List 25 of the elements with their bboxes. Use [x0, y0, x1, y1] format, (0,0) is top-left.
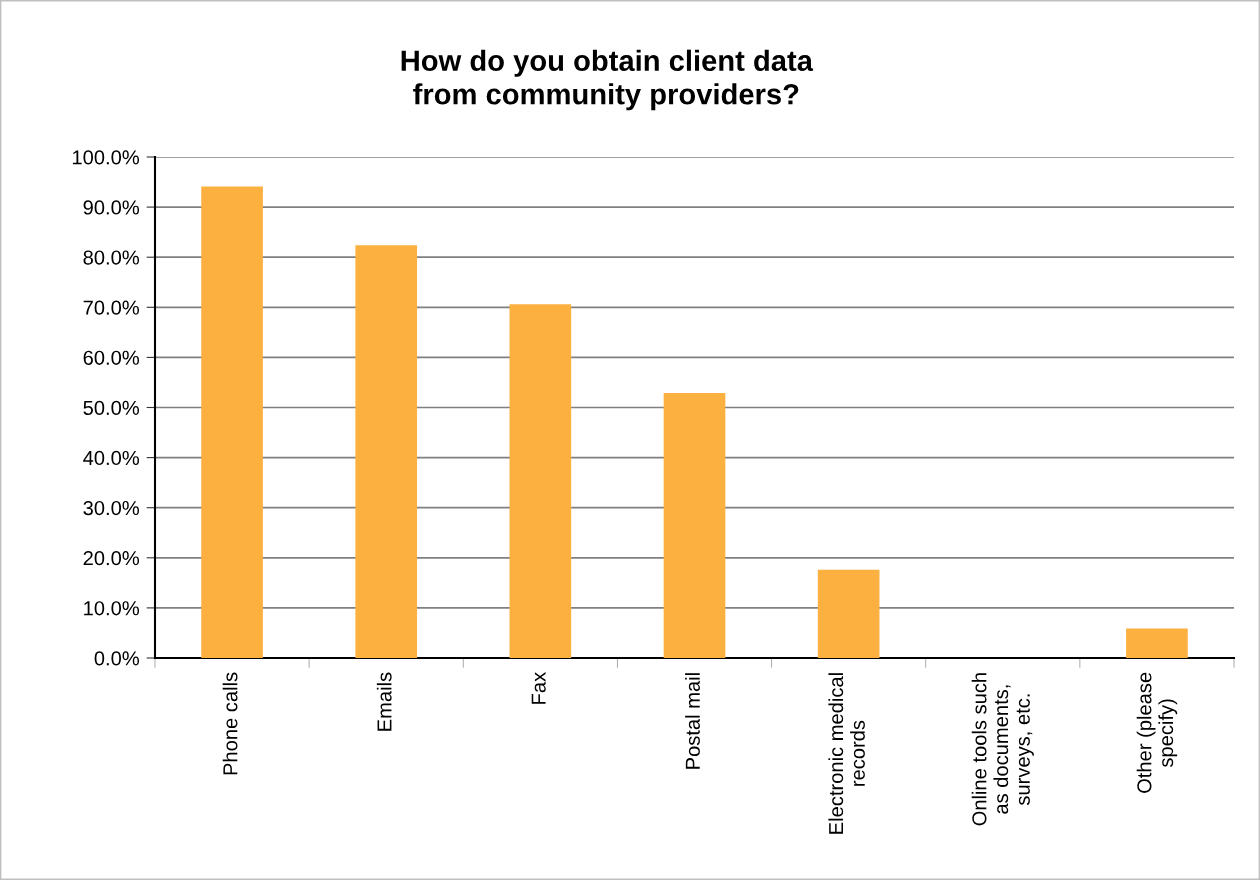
x-tick-label: Electronic medical records [828, 673, 865, 834]
y-tick-label: 80.0% [83, 250, 140, 265]
y-tick-label: 40.0% [83, 450, 140, 466]
bar [1126, 628, 1188, 658]
y-tick-label: 0.0% [94, 651, 140, 666]
bar [509, 304, 572, 658]
y-tick-label: 10.0% [84, 601, 140, 616]
bar [355, 245, 418, 658]
chart-title: How do you obtain client data from community providers? [401, 49, 814, 111]
x-tick-label: Other (please specify) [1136, 672, 1178, 793]
y-tick-label: 100.0% [72, 150, 140, 165]
bar [817, 569, 880, 658]
y-tick-label: 20.0% [83, 551, 140, 566]
x-tick-label: Fax [531, 672, 546, 704]
y-tick-label: 30.0% [83, 500, 140, 516]
y-tick-label: 50.0% [83, 400, 140, 415]
x-tick-label: Phone calls [222, 672, 238, 775]
x-tick-label: Emails [376, 672, 392, 731]
x-tick-label: Postal mail [685, 673, 700, 769]
y-tick-label: 90.0% [83, 200, 140, 215]
bar [663, 392, 726, 658]
x-tick-label: Online tools such as documents, surveys, etc. [971, 673, 1034, 826]
y-tick-label: 60.0% [83, 350, 140, 365]
bar [201, 186, 263, 658]
y-tick-label: 70.0% [83, 300, 140, 315]
